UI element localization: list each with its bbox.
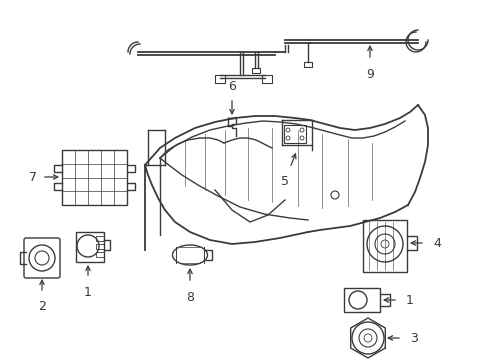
- Bar: [284, 125, 306, 143]
- Text: 7: 7: [29, 171, 37, 184]
- Text: 6: 6: [228, 80, 236, 93]
- Bar: [96, 236, 104, 241]
- Bar: [363, 220, 407, 272]
- Text: 9: 9: [366, 68, 374, 81]
- Text: 1: 1: [406, 293, 414, 306]
- Bar: [262, 75, 272, 83]
- Text: 2: 2: [38, 300, 46, 313]
- Bar: [215, 75, 225, 83]
- Bar: [96, 244, 104, 249]
- Bar: [344, 288, 380, 312]
- Text: 4: 4: [433, 237, 441, 249]
- Bar: [62, 150, 127, 205]
- Text: 3: 3: [410, 332, 418, 345]
- Text: 5: 5: [281, 175, 289, 188]
- Bar: [304, 62, 312, 67]
- Text: 8: 8: [186, 291, 194, 304]
- Bar: [96, 252, 104, 257]
- Bar: [76, 232, 104, 262]
- Text: 1: 1: [84, 286, 92, 299]
- Bar: [252, 68, 260, 73]
